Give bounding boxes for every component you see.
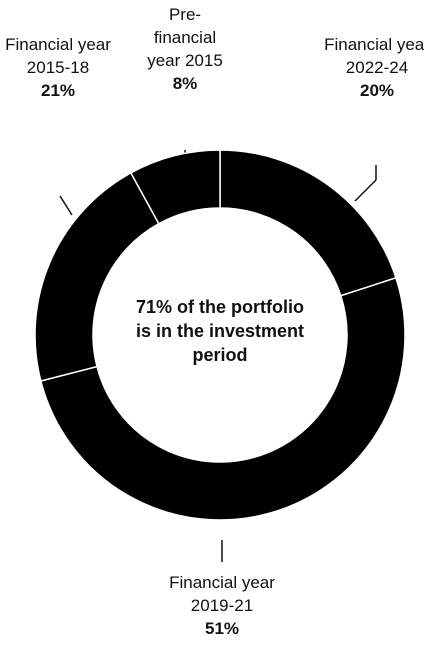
category-name: Pre-financial year 2015 — [147, 5, 223, 70]
leader-line — [59, 195, 73, 216]
leader-line — [354, 179, 377, 202]
donut-segment — [129, 149, 221, 225]
segment-label: Financial year 2015-18 21% — [3, 33, 113, 102]
category-name: Financial year 2022-24 — [324, 35, 424, 77]
category-name: Financial year 2015-18 — [5, 35, 111, 77]
donut-segment — [219, 149, 397, 297]
value-label: 20% — [359, 81, 395, 100]
segment-label: Financial year 2019-21 51% — [167, 571, 277, 640]
segment-label: Financial year 2022-24 20% — [322, 33, 424, 102]
donut-segment — [39, 276, 406, 521]
value-label: 51% — [204, 619, 240, 638]
center-text: 71% of the portfolio is in the investmen… — [135, 297, 305, 365]
value-label: 8% — [172, 74, 198, 93]
value-label: 21% — [40, 81, 76, 100]
segment-label: Pre-financial year 2015 8% — [140, 3, 230, 95]
category-name: Financial year 2019-21 — [169, 573, 275, 615]
